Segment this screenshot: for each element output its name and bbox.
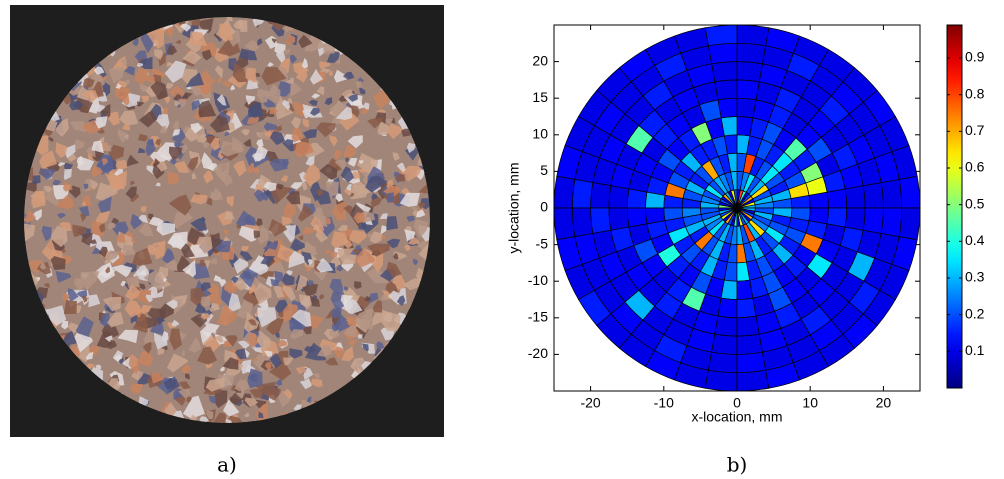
colorbar (947, 25, 962, 388)
colorbar-tick-label: 0.7 (965, 122, 985, 138)
colorbar-tick-label: 0.8 (965, 85, 985, 101)
cell (737, 117, 753, 136)
y-axis-label: y-location, mm (506, 162, 522, 253)
x-tick-label: 10 (802, 395, 818, 411)
cell (712, 334, 737, 354)
colorbar-tick-label: 0.3 (965, 269, 985, 285)
grain (386, 216, 398, 230)
cell (881, 179, 902, 208)
colorbar-tick-label: 0.5 (965, 195, 985, 211)
cell (705, 370, 737, 391)
cell (881, 208, 902, 237)
cell (718, 298, 737, 318)
x-tick-label: 20 (876, 395, 892, 411)
cell (715, 80, 737, 100)
colorbar-tick-label: 0.1 (965, 342, 985, 358)
cell (845, 208, 865, 230)
y-tick-label: 5 (540, 162, 548, 178)
cell (554, 176, 575, 208)
cell (809, 208, 828, 224)
colorbar-tick-label: 0.6 (965, 159, 985, 175)
figure: a) b) -20-1001020-20-15-10-505101520x-lo… (0, 0, 1004, 479)
cell (721, 280, 737, 299)
cell (708, 352, 737, 373)
cell (609, 208, 629, 230)
cell (712, 62, 737, 82)
cell (705, 25, 737, 46)
colorbar-tick-label: 0.2 (965, 305, 985, 321)
cell (863, 183, 883, 208)
cell (708, 43, 737, 64)
cell (554, 208, 575, 240)
cell (737, 370, 769, 391)
x-tick-label: -10 (654, 395, 674, 411)
cell (737, 43, 766, 64)
y-tick-label: 10 (532, 126, 548, 142)
y-tick-label: -20 (528, 345, 548, 361)
cell (737, 62, 762, 82)
cell (627, 189, 647, 208)
cell (591, 183, 611, 208)
y-tick-label: 0 (540, 199, 548, 215)
cell (899, 208, 920, 240)
grain (200, 260, 205, 267)
cell (863, 208, 883, 233)
colorbar-tick-label: 0.4 (965, 232, 985, 248)
polar-chart: -20-1001020-20-15-10-505101520x-location… (506, 25, 985, 425)
caption: b) (727, 453, 748, 477)
grain (358, 334, 363, 338)
y-tick-label: 20 (532, 52, 548, 68)
cell (737, 80, 759, 100)
caption: a) (217, 453, 237, 477)
cell (827, 208, 847, 227)
y-tick-label: 15 (532, 89, 548, 105)
cell (737, 334, 762, 354)
y-tick-label: -10 (528, 272, 548, 288)
cell (737, 25, 769, 46)
cell (715, 316, 737, 336)
cell (845, 186, 865, 208)
cell (609, 186, 629, 208)
cell (737, 316, 759, 336)
cell (737, 98, 756, 118)
x-axis-label: x-location, mm (691, 409, 782, 425)
cell (572, 179, 593, 208)
cell (737, 352, 766, 373)
cell (646, 192, 665, 208)
cell (572, 208, 593, 237)
cell (899, 176, 920, 208)
colorbar-tick-label: 0.9 (965, 49, 985, 65)
y-tick-label: -15 (528, 309, 548, 325)
cell (591, 208, 611, 233)
y-tick-label: -5 (536, 235, 549, 251)
x-tick-label: -20 (580, 395, 600, 411)
